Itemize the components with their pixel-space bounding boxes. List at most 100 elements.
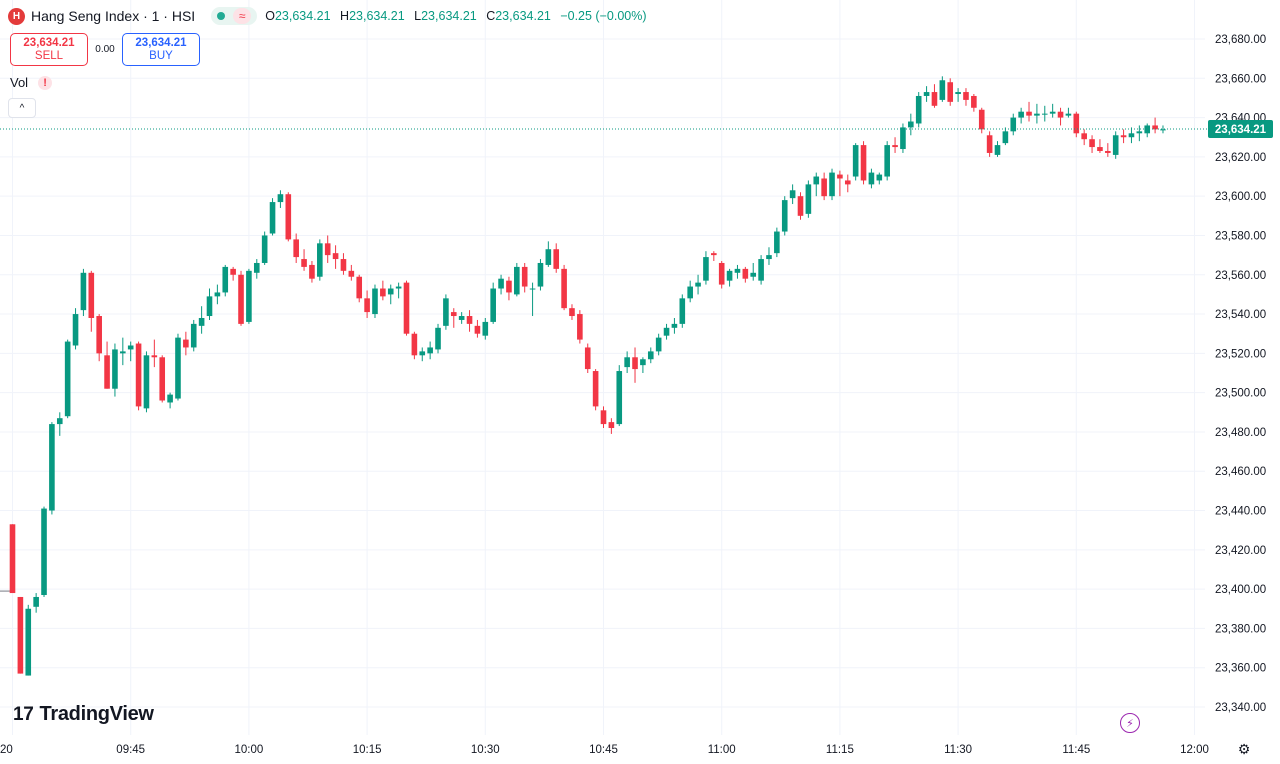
candle <box>450 308 457 328</box>
price-axis[interactable]: 23,340.00 23,360.00 23,380.00 23,400.00 23,4… <box>1215 34 1266 714</box>
candle <box>206 288 213 320</box>
candle <box>64 339 71 419</box>
candle-body <box>766 255 772 260</box>
symbol-title[interactable]: Hang Seng Index · 1 · HSI <box>31 8 196 24</box>
candle-body <box>852 145 859 177</box>
candle <box>127 341 134 362</box>
candle-body <box>474 325 481 334</box>
candle <box>33 593 39 613</box>
candle-body <box>1002 131 1009 144</box>
candle-body <box>655 337 662 352</box>
candle <box>317 239 323 281</box>
data-delay-icon[interactable]: ≈ <box>233 8 252 24</box>
candle <box>9 524 16 594</box>
candle <box>120 337 126 366</box>
candle <box>766 247 772 265</box>
candle <box>214 284 221 305</box>
volume-indicator-legend[interactable]: Vol ! <box>10 75 53 90</box>
warning-icon[interactable]: ! <box>38 75 53 90</box>
y-tick-label: 23,600.00 <box>1215 191 1266 203</box>
x-tick-label: 11:00 <box>708 744 736 756</box>
candle <box>514 262 520 297</box>
candle-body <box>608 422 615 429</box>
candle-body <box>1136 131 1143 134</box>
candle <box>750 262 757 281</box>
time-axis[interactable]: 20 09:45 10:00 10:15 10:30 10:45 11:00 11:15 11:… <box>0 744 1209 756</box>
candle-body <box>726 270 733 281</box>
y-tick-label: 23,480.00 <box>1215 427 1266 439</box>
candle-body <box>923 92 930 96</box>
candle <box>253 259 260 279</box>
market-status[interactable]: ≈ <box>211 7 258 25</box>
candle <box>1136 125 1143 142</box>
candle <box>545 241 552 267</box>
candle-body <box>592 371 599 407</box>
candle-body <box>230 268 236 275</box>
lightning-icon[interactable]: ⚡ <box>1120 713 1140 733</box>
candle <box>41 506 47 597</box>
open-key: O <box>265 9 275 23</box>
candle <box>293 233 299 263</box>
candle-body <box>632 357 638 370</box>
candle <box>734 264 741 279</box>
sell-button[interactable]: 23,634.21 SELL <box>10 33 88 66</box>
tradingview-logo[interactable]: 17 TradingView <box>13 703 154 726</box>
candle-body <box>624 357 630 368</box>
candle <box>963 88 969 106</box>
last-price-label: 23,634.21 <box>1215 124 1267 136</box>
candle <box>1128 127 1135 144</box>
candle-body <box>17 596 24 674</box>
candle <box>821 172 827 201</box>
candles <box>9 76 1166 676</box>
candle-body <box>600 410 607 425</box>
candle <box>774 227 780 258</box>
candle-body <box>915 95 922 124</box>
candle <box>435 323 441 354</box>
candle <box>380 280 386 301</box>
candle-body <box>1128 133 1135 138</box>
candle-body <box>986 135 993 153</box>
candle-body <box>663 327 670 336</box>
x-tick-label: 20 <box>0 744 13 756</box>
candle <box>703 251 709 285</box>
candle-body <box>561 268 567 309</box>
candle <box>1034 103 1040 124</box>
candle <box>1018 107 1024 124</box>
candle <box>1105 143 1111 157</box>
candle-body <box>1057 111 1064 118</box>
buy-button[interactable]: 23,634.21 BUY <box>122 33 200 66</box>
candle-body <box>120 351 126 354</box>
candle-body <box>1065 113 1072 116</box>
candle-body <box>490 288 496 322</box>
chevron-up-icon[interactable]: ^ <box>8 98 36 118</box>
candle <box>529 282 536 317</box>
candle-body <box>1081 133 1087 140</box>
candle-body <box>167 394 173 403</box>
spread-value: 0.00 <box>95 44 115 55</box>
candle-body <box>269 202 276 234</box>
x-tick-label: 10:45 <box>589 744 618 756</box>
candle-body <box>1144 125 1151 134</box>
candle-body <box>679 298 686 324</box>
candle-body <box>695 282 701 287</box>
candle-body <box>190 323 197 348</box>
candle-body <box>293 239 299 258</box>
candle-body <box>837 174 843 179</box>
candle-body <box>947 82 954 102</box>
candle-body <box>198 317 205 326</box>
candle-body <box>711 253 717 256</box>
volume-label[interactable]: Vol <box>10 75 29 90</box>
x-tick-label: 09:45 <box>116 744 145 756</box>
gear-icon[interactable]: ⚙ <box>1237 740 1251 757</box>
candle-body <box>892 145 898 148</box>
candle-body <box>939 80 946 100</box>
y-tick-label: 23,500.00 <box>1215 388 1266 400</box>
candle <box>829 168 835 201</box>
candle-body <box>734 268 741 273</box>
candle <box>671 317 678 334</box>
x-tick-label: 11:45 <box>1062 744 1090 756</box>
candle <box>348 264 355 281</box>
candle <box>711 251 717 262</box>
candle <box>135 341 142 411</box>
